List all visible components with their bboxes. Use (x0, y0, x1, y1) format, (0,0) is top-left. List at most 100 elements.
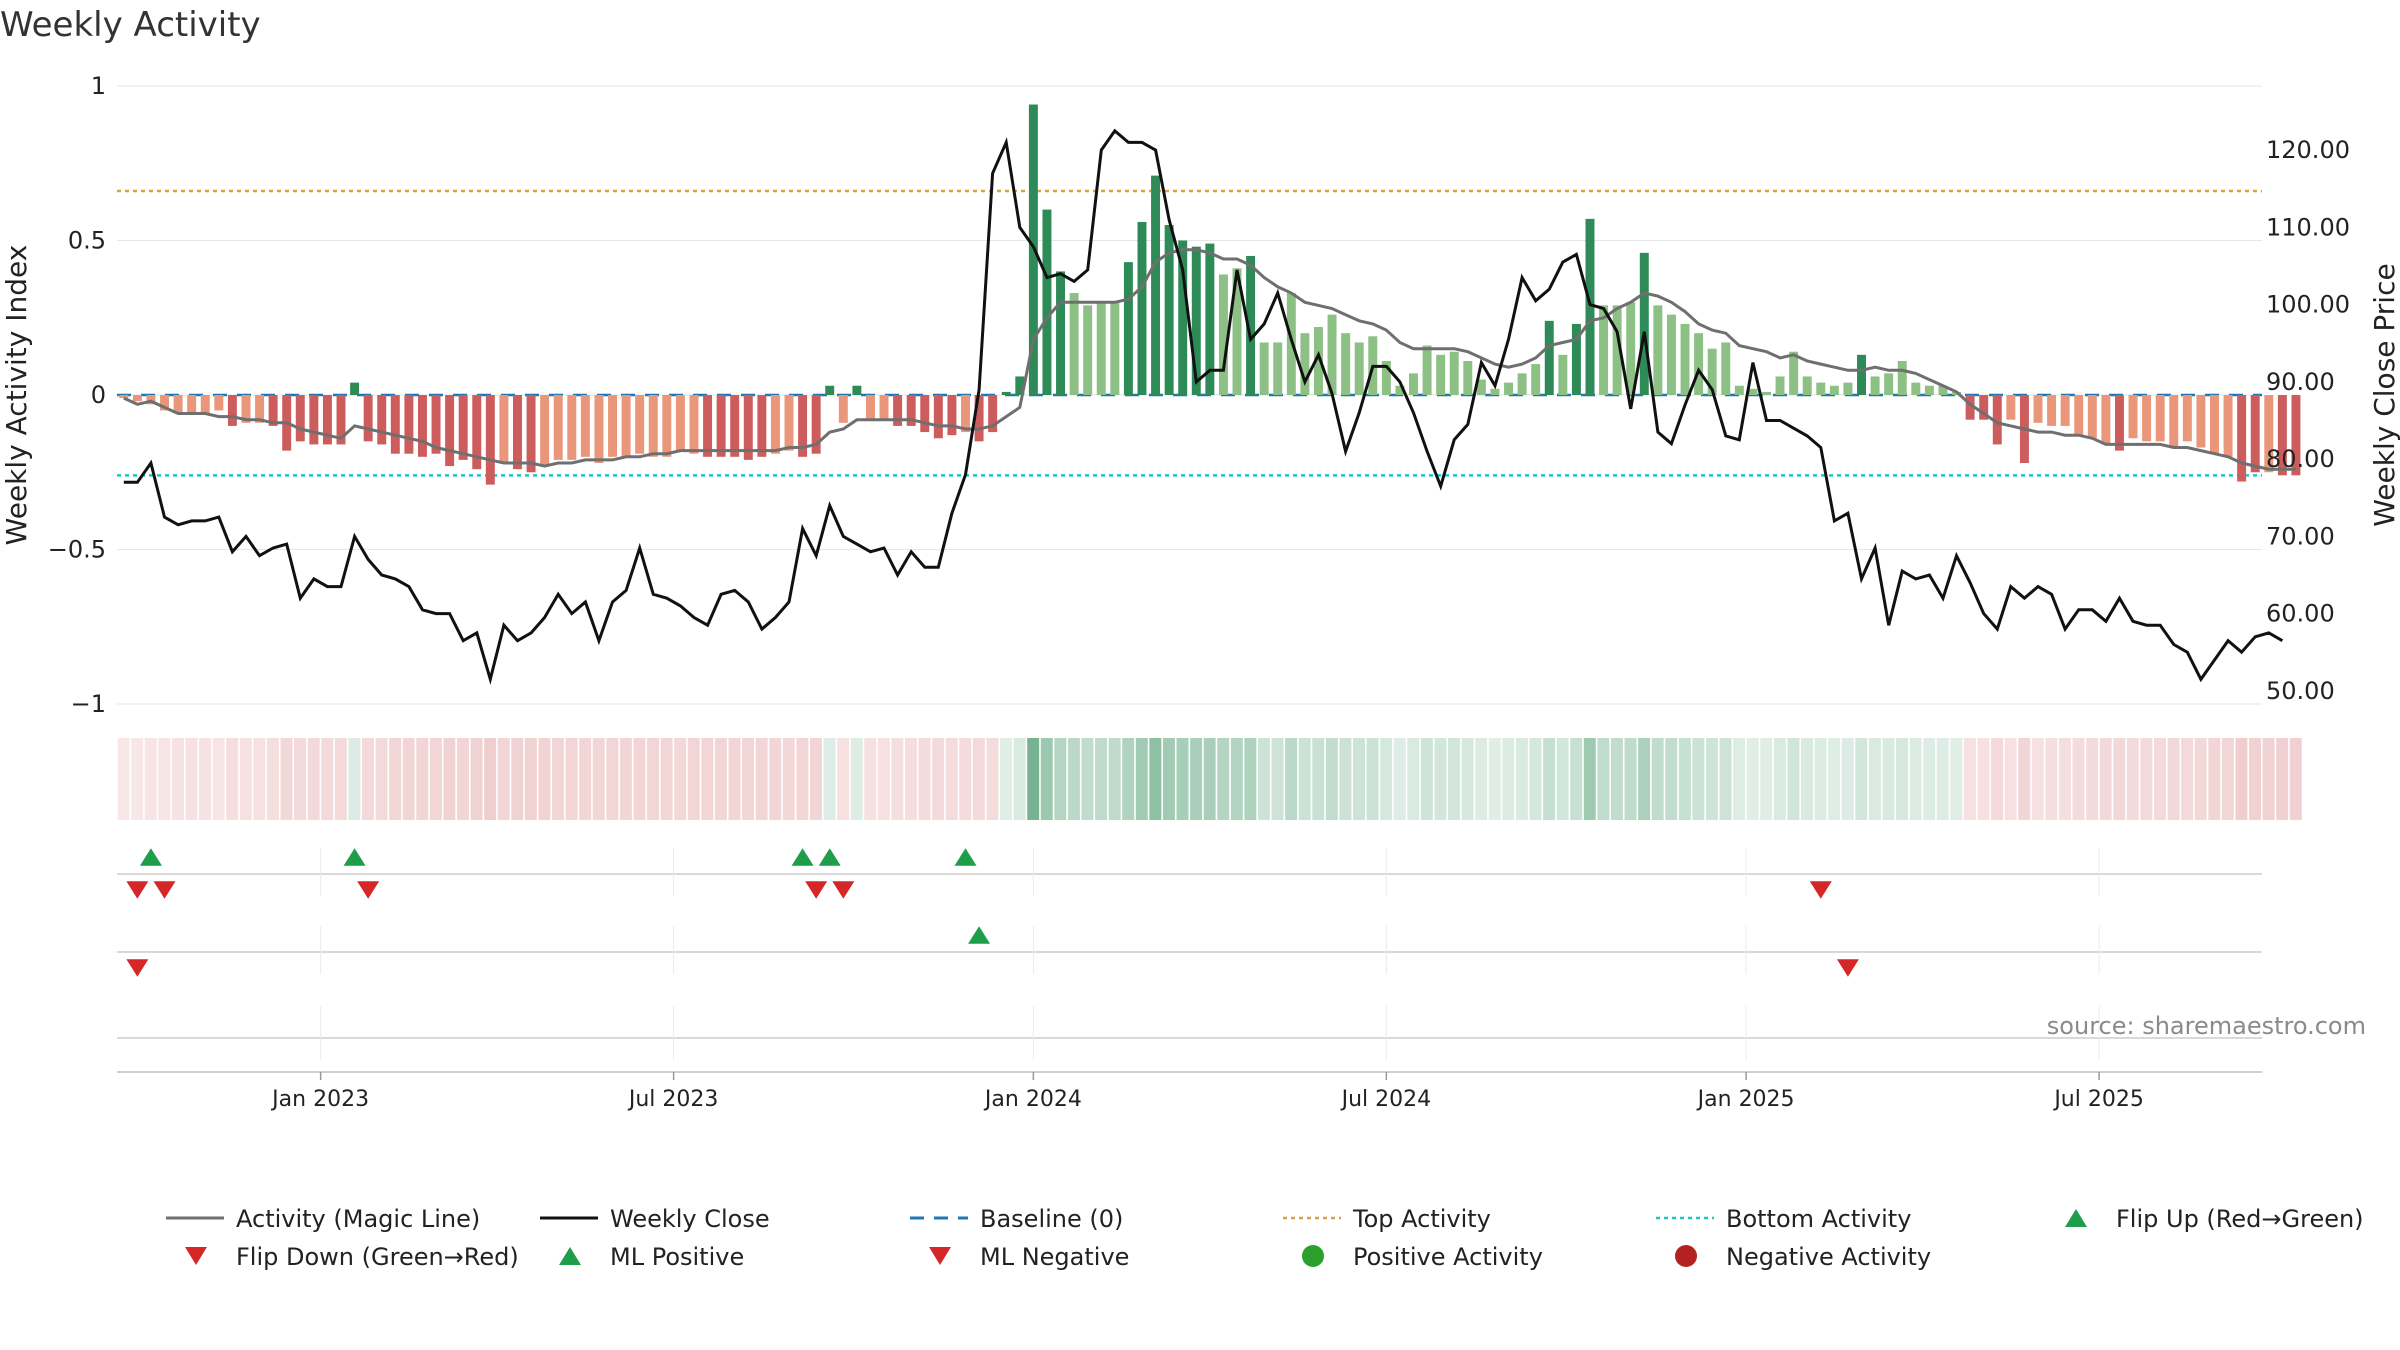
activity-bar (1246, 255, 1256, 395)
heat-cell (986, 738, 999, 820)
activity-bar (770, 395, 780, 454)
heat-cell (1624, 738, 1637, 820)
heat-cell (592, 738, 605, 820)
activity-bar (1612, 305, 1622, 395)
activity-bar (2250, 395, 2260, 473)
activity-bar (1218, 274, 1228, 395)
heat-cell (1448, 738, 1461, 820)
heat-cell (1733, 738, 1746, 820)
y2-tick-label: 70.00 (2266, 522, 2335, 550)
flip-down-marker (126, 881, 149, 899)
heat-cell (294, 738, 307, 820)
heat-cell (1610, 738, 1623, 820)
activity-bar (377, 395, 387, 445)
heat-cell (348, 738, 361, 820)
activity-bar (553, 395, 563, 460)
heat-cell (1230, 738, 1243, 820)
activity-bar (1422, 345, 1432, 395)
flip-up-marker (139, 848, 162, 866)
activity-bar (1069, 293, 1079, 395)
heat-cell (1325, 738, 1338, 820)
activity-bar (825, 385, 835, 395)
flip-up-marker (818, 848, 841, 866)
heat-cell (1651, 738, 1664, 820)
heat-cell (1067, 738, 1080, 820)
heat-cell (796, 738, 809, 820)
activity-bar (947, 395, 957, 436)
heat-cell (932, 738, 945, 820)
heat-cell (1814, 738, 1827, 820)
activity-bar (1409, 373, 1418, 395)
heat-cell (1868, 738, 1881, 820)
heat-cell (1746, 738, 1759, 820)
activity-bar (309, 395, 319, 445)
activity-bar (2264, 395, 2274, 473)
heat-cell (2126, 738, 2139, 820)
chart-title: Weekly Activity (0, 5, 261, 45)
activity-bar (1829, 385, 1839, 395)
heat-cell (1353, 738, 1365, 820)
heat-cell (1271, 738, 1284, 820)
activity-bar (187, 395, 197, 414)
activity-bar (1015, 376, 1025, 395)
activity-bar (648, 395, 658, 457)
activity-bar (526, 395, 536, 473)
activity-bar (1137, 221, 1147, 395)
activity-bar (1816, 382, 1826, 395)
activity-bar (1965, 395, 1975, 420)
heat-cell (2058, 738, 2071, 820)
activity-bar (1857, 354, 1866, 395)
heat-cell (701, 738, 714, 820)
activity-bar (567, 395, 577, 460)
heat-cell (660, 738, 673, 820)
flip-up-marker (343, 848, 366, 866)
heat-cell (877, 738, 890, 820)
activity-bar (852, 385, 862, 395)
heat-cell (1570, 738, 1583, 820)
activity-bar (1897, 361, 1907, 395)
y2-tick-label: 90.00 (2266, 368, 2335, 396)
legend-label: Positive Activity (1353, 1243, 1543, 1271)
heat-cell (1380, 738, 1393, 820)
heat-cell (131, 738, 144, 820)
heat-cell (1882, 738, 1895, 820)
heat-cell (1678, 738, 1691, 820)
activity-bar (2237, 395, 2247, 482)
heat-cell (1977, 738, 1990, 820)
activity-bar (906, 395, 916, 426)
heat-cell (171, 738, 184, 820)
heat-cell (429, 738, 442, 820)
legend-label: Bottom Activity (1726, 1205, 1911, 1233)
heat-cell (959, 738, 972, 820)
activity-bar (1911, 382, 1921, 395)
axes: 1 0.5 0 −0.5 −1 120.00 110.00 100.00 90.00 80.00 7… (0, 72, 2400, 1112)
legend-label: ML Positive (610, 1243, 744, 1271)
heat-cell (1027, 738, 1040, 820)
activity-bar (1585, 218, 1595, 395)
activity-bar (675, 395, 685, 451)
heat-cell (714, 738, 727, 820)
activity-bar (417, 395, 427, 457)
heat-cell (674, 738, 687, 820)
activity-bar (1870, 376, 1880, 395)
activity-bar (988, 395, 998, 433)
y2-tick-label: 120.00 (2266, 136, 2350, 164)
activity-bar (1123, 262, 1133, 395)
legend-swatch (929, 1247, 951, 1265)
heat-cell (1950, 738, 1963, 820)
activity-bar (445, 395, 455, 467)
heat-cell (1135, 738, 1148, 820)
heat-cell (864, 738, 877, 820)
y2-tick-label: 50.00 (2266, 677, 2335, 705)
activity-bar (2142, 395, 2152, 442)
activity-bar (1042, 209, 1052, 395)
ml-positive-marker (968, 926, 991, 944)
heat-cell (497, 738, 510, 820)
activity-bar (513, 395, 522, 470)
x-tick-label: Jul 2025 (2052, 1087, 2144, 1112)
x-tick-label: Jan 2025 (1696, 1087, 1795, 1112)
heat-cell (769, 738, 782, 820)
heat-cell (1543, 738, 1556, 820)
heat-cell (1393, 738, 1406, 820)
